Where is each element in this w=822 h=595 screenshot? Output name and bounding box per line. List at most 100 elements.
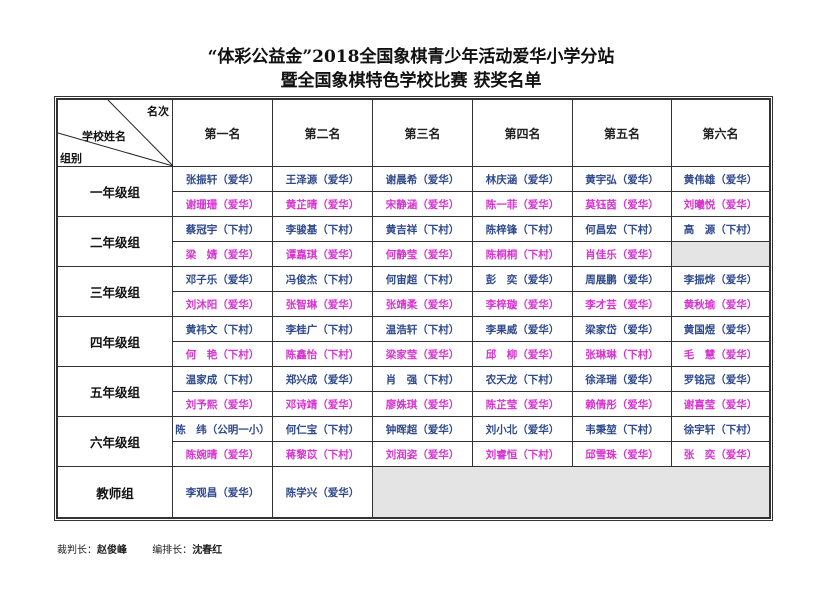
table-row: 何 艳（下村） 陈鑫怡（下村） 梁家莹（爱华）邱 柳（爱华） 张琳琳（下村）毛 慧（爱… [58, 341, 770, 367]
winner-cell: 邓诗靖（爱华） [272, 391, 373, 417]
winner-cell: 赖倩彤（爱华） [572, 391, 672, 417]
group-label: 教师组 [57, 466, 173, 518]
winner-cell: 陈婉晴（爱华） [172, 441, 273, 467]
winner-cell: 钟晖超（爱华） [372, 416, 473, 442]
winner-cell: 王泽源（爱华） [272, 166, 373, 192]
winner-cell: 彭 奕（爱华） [472, 266, 573, 292]
winner-cell: 李才芸（爱华） [572, 291, 672, 317]
winner-cell: 张 奕（爱华） [671, 441, 770, 467]
header-row: 名次 学校姓名 组别 第一名 第二名 第三名 第四名 第五名 第六名 [57, 99, 770, 167]
winner-cell: 黄秋瑜（爱华） [671, 291, 770, 317]
winner-cell: 廖姝琪（爱华） [372, 391, 473, 417]
winner-cell: 黄国煜（爱华） [671, 316, 770, 342]
rank-header: 第三名 [372, 99, 473, 167]
corner-group-label: 组别 [60, 152, 82, 165]
winner-cell: 李观昌（爱华） [172, 466, 273, 518]
table-row: 三年级组 邓子乐（爱华） 冯俊杰（下村） 何宙超（下村）彭 奕（爱华） 周展鹏（爱华）李… [57, 266, 770, 317]
winner-cell: 肖佳乐（爱华） [572, 241, 672, 267]
winner-cell: 张智琳（爱华） [272, 291, 373, 317]
empty-cell [671, 241, 770, 267]
winner-cell: 毛 慧（爱华） [671, 341, 770, 367]
group-label: 五年级组 [57, 366, 173, 417]
winner-cell: 肖 强（下村） [372, 366, 473, 392]
winner-cell: 徐泽瑞（爱华） [572, 366, 672, 392]
winner-cell: 梁家莹（爱华） [372, 341, 473, 367]
winner-cell: 何昌宏（下村） [572, 216, 672, 242]
winner-cell: 邱 柳（爱华） [472, 341, 573, 367]
winner-cell: 蒋黎苡（下村） [272, 441, 373, 467]
winner-cell: 刘沐阳（爱华） [172, 291, 273, 317]
winner-cell: 邓子乐（爱华） [172, 266, 273, 292]
table-row: 谢珊珊（爱华） 黄芷晴（爱华） 宋静涵（爱华） 陈一菲（爱华） 莫钰茵（爱华） 刘曦悦（爱… [58, 191, 770, 217]
winner-cell: 韦秉堃（下村） [572, 416, 672, 442]
table-row: 六年级组陈 纬（公明一小） 何仁宝（下村） 钟晖超（爱华） 刘小北（爱华） 韦秉堃（下村… [57, 416, 770, 467]
table-row: 刘予熙（爱华） 邓诗靖（爱华） 廖姝琪（爱华） 陈芷莹（爱华） 赖倩彤（爱华） 谢喜莹（爱… [58, 391, 770, 417]
winner-cell: 冯俊杰（下村） [272, 266, 373, 292]
winner-cell: 刘润姿（爱华） [372, 441, 473, 467]
table-row: 刘沐阳（爱华） 张智琳（爱华） 张靖柔（爱华） 李梓璇（爱华） 李才芸（爱华） 黄秋瑜（爱… [58, 291, 770, 317]
winner-cell: 陈鑫怡（下村） [272, 341, 373, 367]
winner-cell: 张振轩（爱华） [172, 166, 273, 192]
winner-cell: 莫钰茵（爱华） [572, 191, 672, 217]
winner-cell: 刘曦悦（爱华） [671, 191, 770, 217]
winner-cell: 黄芷晴（爱华） [272, 191, 373, 217]
footer: 裁判长：赵俊峰 编排长：沈春红 [57, 541, 222, 556]
winner-cell: 宋静涵（爱华） [372, 191, 473, 217]
winner-cell: 刘小北（爱华） [472, 416, 573, 442]
award-table: 名次 学校姓名 组别 第一名 第二名 第三名 第四名 第五名 第六名 一年级组张… [54, 96, 773, 521]
winner-cell: 刘睿恒（下村） [472, 441, 573, 467]
corner-school-label: 学校姓名 [82, 130, 126, 143]
winner-cell: 李果威（爱华） [472, 316, 573, 342]
winner-cell: 何静莹（爱华） [372, 241, 473, 267]
winner-cell: 陈学兴（爱华） [272, 466, 373, 518]
title-line-1: “体彩公益金”2018全国象棋青少年活动爱华小学分站 [207, 47, 615, 67]
corner-cell: 名次 学校姓名 组别 [57, 99, 173, 167]
winner-cell: 高 源（下村） [671, 216, 770, 242]
winner-cell: 周展鹏（爱华） [572, 266, 672, 292]
winner-cell: 农天龙（下村） [472, 366, 573, 392]
group-label: 二年级组 [57, 216, 173, 267]
corner-rank-label: 名次 [147, 105, 169, 118]
table-row: 四年级组 黄祎文（下村） 李桂广（下村） 温浩轩（下村） 李果威（爱华） 梁家岱（爱华）黄… [57, 316, 770, 367]
winner-cell: 蔡冠宇（下村） [172, 216, 273, 242]
winner-cell: 黄宇弘（爱华） [572, 166, 672, 192]
diagonal-lines [58, 100, 173, 166]
teacher-row: 教师组 李观昌（爱华） 陈学兴（爱华） [57, 466, 770, 518]
table-row: 陈婉晴（爱华） 蒋黎苡（下村） 刘润姿（爱华） 刘睿恒（下村） 邱雪珠（爱华）张 奕（爱… [58, 441, 770, 467]
winner-cell: 谭嘉琪（爱华） [272, 241, 373, 267]
winner-cell: 谢晨希（爱华） [372, 166, 473, 192]
rank-header: 第五名 [572, 99, 672, 167]
referee-name: 赵俊峰 [97, 545, 127, 556]
winner-cell: 张琳琳（下村） [572, 341, 672, 367]
group-label: 一年级组 [57, 166, 173, 217]
winner-cell: 张靖柔（爱华） [372, 291, 473, 317]
winner-cell: 温家成（下村） [172, 366, 273, 392]
winner-cell: 陈桐桐（下村） [472, 241, 573, 267]
winner-cell: 李梓璇（爱华） [472, 291, 573, 317]
winner-cell: 陈 纬（公明一小） [172, 416, 273, 442]
winner-cell: 黄伟雄（爱华） [671, 166, 770, 192]
winner-cell: 郑兴成（爱华） [272, 366, 373, 392]
winner-cell: 徐宇轩（下村） [671, 416, 770, 442]
winner-cell: 何 艳（下村） [172, 341, 273, 367]
winner-cell: 李桂广（下村） [272, 316, 373, 342]
winner-cell: 陈芷莹（爱华） [472, 391, 573, 417]
winner-cell: 黄吉祥（下村） [372, 216, 473, 242]
referee-label: 裁判长： [57, 545, 97, 556]
winner-cell: 谢喜莹（爱华） [671, 391, 770, 417]
group-label: 三年级组 [57, 266, 173, 317]
winner-cell: 陈梓锋（下村） [472, 216, 573, 242]
winner-cell: 林庆涵（爱华） [472, 166, 573, 192]
winner-cell: 李骏基（下村） [272, 216, 373, 242]
winner-cell: 梁家岱（爱华） [572, 316, 672, 342]
empty-cell [372, 466, 770, 518]
winner-cell: 罗铭冠（爱华） [671, 366, 770, 392]
winner-cell: 何宙超（下村） [372, 266, 473, 292]
winner-cell: 梁 婧（爱华） [172, 241, 273, 267]
table-row: 二年级组 蔡冠宇（下村） 李骏基（下村） 黄吉祥（下村） 陈梓锋（下村） 何昌宏（下村）高… [57, 216, 770, 267]
arranger-label: 编排长： [152, 545, 193, 556]
winner-cell: 何仁宝（下村） [272, 416, 373, 442]
rank-header: 第一名 [172, 99, 273, 167]
rank-header: 第四名 [472, 99, 573, 167]
group-label: 四年级组 [57, 316, 173, 367]
